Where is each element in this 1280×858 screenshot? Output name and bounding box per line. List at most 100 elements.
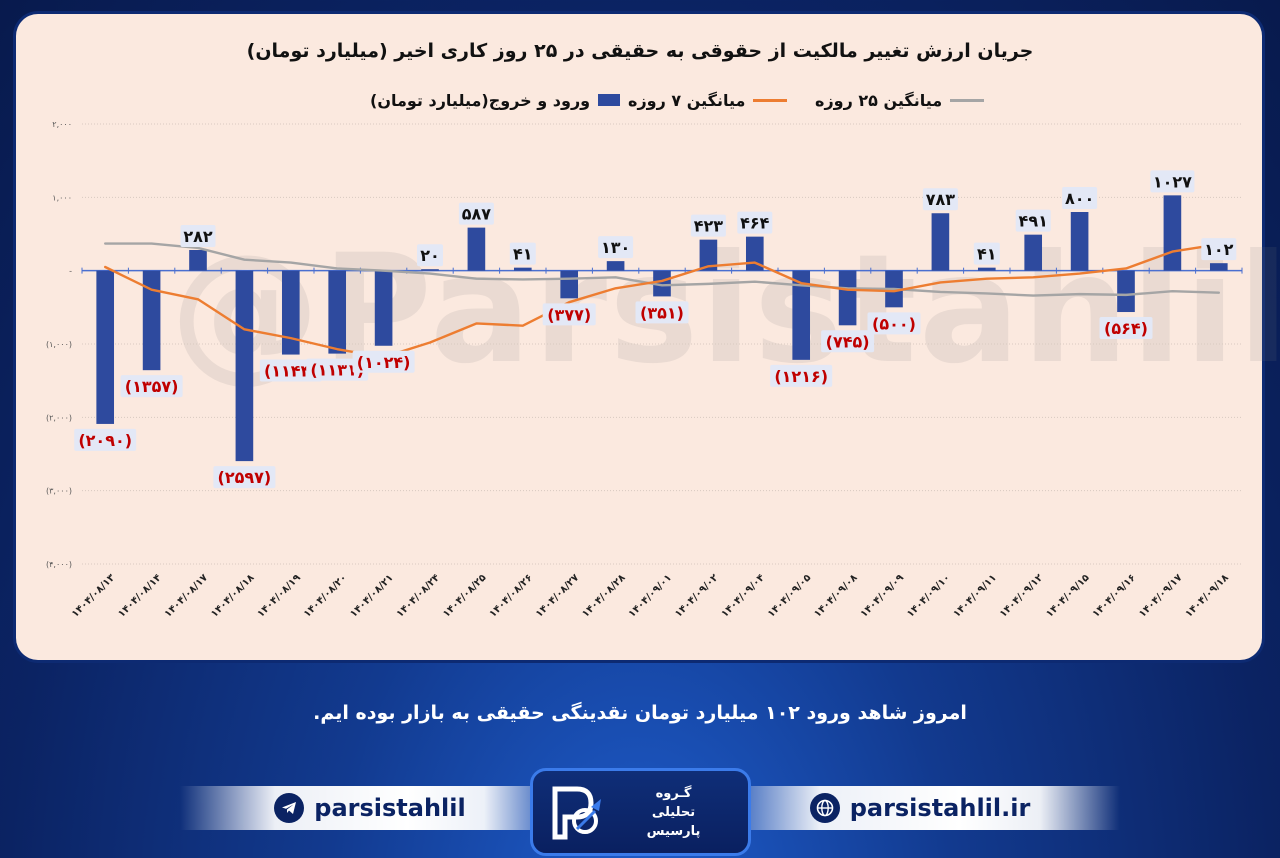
x-tick-label: ۱۴۰۴/۰۹/۰۴ <box>719 572 766 619</box>
x-tick-label: ۱۴۰۴/۰۹/۰۸ <box>812 572 859 619</box>
data-label-box <box>690 214 726 237</box>
bar <box>699 239 718 271</box>
website-url: parsistahlil.ir <box>849 794 1031 822</box>
bar <box>374 270 393 346</box>
x-tick-label: ۱۴۰۴/۰۹/۰۹ <box>859 572 906 619</box>
data-label: (۳۷۷) <box>547 305 591 324</box>
logo-text: گـروه تحلیلی پارسیس <box>609 784 748 841</box>
bar <box>96 270 115 424</box>
x-tick-label: ۱۴۰۴/۰۹/۱۵ <box>1044 572 1091 619</box>
data-label-box <box>922 188 958 211</box>
data-label: ۸۰۰ <box>1065 189 1094 208</box>
data-label: (۱۰۲۴) <box>357 353 411 372</box>
data-label: ۵۸۷ <box>462 205 492 224</box>
x-tick-label: ۱۴۰۴/۰۹/۰۵ <box>766 572 813 619</box>
bar <box>1209 263 1228 271</box>
data-label-box <box>598 236 634 259</box>
data-label: ۲۰ <box>420 246 440 265</box>
y-tick-label: ۲,۰۰۰ <box>52 120 72 129</box>
bar <box>235 270 254 462</box>
bar <box>328 270 347 354</box>
x-tick-label: ۱۴۰۴/۰۸/۱۳ <box>70 572 117 619</box>
data-label-box <box>770 364 833 387</box>
legend-item-flow: ورود و خروج(میلیارد تومان) <box>370 88 621 112</box>
data-label: (۱۱۳۱) <box>310 361 364 380</box>
data-label: (۵۰۰) <box>872 314 916 333</box>
x-tick-label: ۱۴۰۴/۰۸/۱۹ <box>255 572 302 619</box>
chart-card <box>16 14 1262 660</box>
legend-swatch-25day <box>950 98 985 102</box>
data-label-box <box>1062 187 1098 209</box>
bar <box>1117 270 1135 313</box>
x-tick-label: ۱۴۰۴/۰۸/۲۴ <box>395 572 442 619</box>
data-label-box <box>417 244 443 267</box>
bar <box>560 270 579 299</box>
data-label: ۷۸۳ <box>926 190 956 209</box>
data-label: ۱۰۲ <box>1204 240 1234 259</box>
legend-label-7day: میانگین ۷ روزه <box>628 90 746 110</box>
bar <box>1070 212 1089 271</box>
data-label-box <box>120 375 183 398</box>
data-label-box <box>867 312 921 335</box>
data-label: ۴۶۴ <box>740 214 770 233</box>
legend-swatch-7day <box>753 98 788 102</box>
legend-label-flow: ورود و خروج(میلیارد تومان) <box>370 90 591 110</box>
bar <box>977 267 996 271</box>
bar <box>281 270 300 355</box>
x-tick-label: ۱۴۰۴/۰۹/۰۲ <box>673 572 720 619</box>
data-label: ۴۲۳ <box>694 217 724 236</box>
bar <box>792 270 811 360</box>
x-tick-label: ۱۴۰۴/۰۹/۱۸ <box>1183 572 1230 619</box>
legend-swatch-flow <box>598 94 621 106</box>
x-tick-label: ۱۴۰۴/۰۸/۲۰ <box>302 572 349 619</box>
x-tick-label: ۱۴۰۴/۰۸/۲۱ <box>348 572 395 619</box>
data-label-box <box>509 242 536 265</box>
website-bar[interactable]: parsistahlil.ir <box>720 786 1120 830</box>
globe-icon <box>809 793 840 823</box>
bar <box>421 269 439 271</box>
x-tick-label: ۱۴۰۴/۰۹/۰۱ <box>627 572 674 619</box>
data-label-box <box>458 202 494 225</box>
data-label: (۳۵۱) <box>640 303 684 322</box>
data-label-box <box>1201 238 1237 261</box>
data-label-box <box>1150 170 1195 193</box>
logo-line-1: گـروه <box>655 785 692 801</box>
bar <box>838 270 857 326</box>
x-tick-label: ۱۴۰۴/۰۹/۱۷ <box>1137 572 1184 619</box>
x-tick-label: ۱۴۰۴/۰۹/۱۱ <box>951 572 998 619</box>
y-tick-label: (۲,۰۰۰) <box>46 413 72 422</box>
data-label-box <box>1099 317 1153 340</box>
data-label: (۱۱۴۴) <box>264 362 318 381</box>
telegram-bar[interactable]: parsistahlil <box>180 786 560 830</box>
data-label: (۷۴۵) <box>826 332 870 351</box>
data-label-box <box>352 350 415 373</box>
x-tick-label: ۱۴۰۴/۰۹/۱۰ <box>905 572 952 619</box>
data-label-box <box>821 330 875 353</box>
footer-text: امروز شاهد ورود ۱۰۲ میلیارد تومان نقدینگ… <box>313 702 967 724</box>
telegram-handle: parsistahlil <box>314 794 466 822</box>
data-label: ۱۳۰ <box>601 238 630 257</box>
data-label: ۴۱ <box>977 245 997 264</box>
bar <box>653 270 671 297</box>
data-label-box <box>74 428 137 451</box>
data-label: (۵۶۴) <box>1104 319 1148 338</box>
chart-title: جریان ارزش تغییر مالکیت از حقوقی به حقیق… <box>246 40 1034 62</box>
logo-mark-icon <box>547 781 609 843</box>
legend-item-25day: میانگین ۲۵ روزه <box>815 88 985 112</box>
data-label: ۲۸۲ <box>183 227 213 246</box>
bar <box>606 261 625 271</box>
data-label-box <box>737 211 773 234</box>
data-label-box <box>213 466 276 489</box>
x-tick-label: ۱۴۰۴/۰۸/۲۶ <box>487 572 534 619</box>
data-label-box <box>180 224 216 247</box>
x-tick-label: ۱۴۰۴/۰۸/۱۸ <box>209 572 256 619</box>
x-tick-label: ۱۴۰۴/۰۸/۲۷ <box>534 572 581 619</box>
data-label-box <box>973 242 1000 265</box>
x-tick-label: ۱۴۰۴/۰۸/۱۷ <box>163 572 210 619</box>
data-label: (۱۲۱۶) <box>774 367 828 386</box>
data-label-box <box>635 301 689 324</box>
line-7day-average <box>103 243 1221 359</box>
bar <box>931 213 950 271</box>
y-tick-label: ۱,۰۰۰ <box>52 193 72 202</box>
